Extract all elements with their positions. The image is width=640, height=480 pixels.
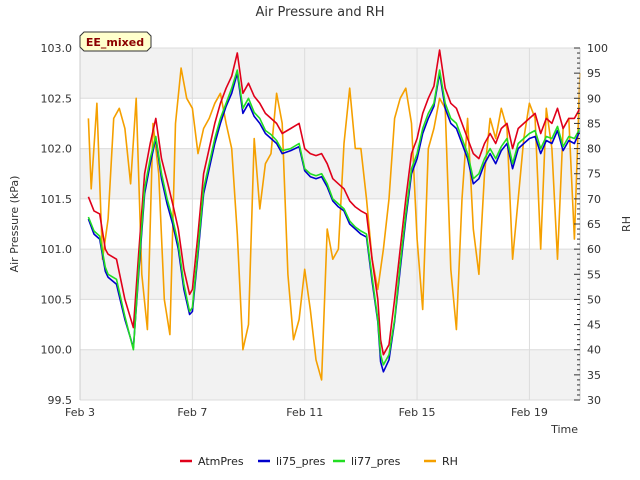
right-tick-label: 70 [587,193,601,206]
plot-area [79,47,581,401]
badge: EE_mixed [79,31,152,52]
background-bands [80,48,580,400]
right-tick-label: 100 [587,42,608,55]
legend: AtmPres li75_pres li77_pres RH [180,455,458,468]
left-tick-label: 103.0 [41,42,73,55]
right-tick-label: 60 [587,243,601,256]
band-0 [80,349,580,400]
x-tick-label: Feb 7 [177,406,207,419]
left-axis-label: Air Pressure (kPa) [8,176,21,273]
left-tick-label: 99.5 [48,394,73,407]
left-tick-label: 102.5 [41,92,73,105]
right-tick-label: 50 [587,293,601,306]
legend-label-atmpres: AtmPres [198,455,244,468]
right-tick-label: 75 [587,168,601,181]
right-tick-label: 55 [587,268,601,281]
x-tick-label: Feb 19 [511,406,548,419]
chart-title: Air Pressure and RH [255,5,384,20]
right-tick-label: 45 [587,319,601,332]
plot-background [80,48,580,400]
badge-label: EE_mixed [86,36,144,49]
series-line-atmpres [87,49,581,356]
series-line-li75-pres [87,72,581,373]
left-tick-label: 101.0 [41,243,73,256]
badge-box [79,31,152,52]
right-axis-label: RH [620,216,633,232]
left-tick-label: 100.0 [41,344,73,357]
series-line-li77-pres [87,69,581,366]
left-tick-label: 100.5 [41,293,73,306]
x-axis: Feb 3 Feb 7 Feb 11 Feb 15 Feb 19 [65,406,548,419]
right-tick-label: 35 [587,369,601,382]
right-tick-label: 85 [587,117,601,130]
right-tick-label: 65 [587,218,601,231]
right-tick-label: 95 [587,67,601,80]
legend-label-rh: RH [442,455,458,468]
legend-label-li77-pres: li77_pres [351,455,401,468]
right-tick-label: 80 [587,143,601,156]
band-3 [80,48,580,99]
left-axis: 99.5 100.0 100.5 101.0 101.5 102.0 102.5 103.0 [41,42,81,407]
right-tick-label: 90 [587,92,601,105]
right-tick-label: 30 [587,394,601,407]
right-axis: 30 35 40 45 50 55 60 65 70 75 80 85 90 95 100 [574,42,608,407]
band-1 [80,249,580,300]
series-layer [87,49,581,381]
x-tick-label: Feb 15 [399,406,436,419]
legend-label-li75-pres: li75_pres [276,455,326,468]
series-line-rh [87,67,581,381]
left-tick-label: 101.5 [41,193,73,206]
left-tick-label: 102.0 [41,143,73,156]
grid-lines [79,47,580,401]
right-tick-label: 40 [587,344,601,357]
x-tick-label: Feb 3 [65,406,95,419]
x-axis-label: Time [550,423,578,436]
x-tick-label: Feb 11 [286,406,323,419]
